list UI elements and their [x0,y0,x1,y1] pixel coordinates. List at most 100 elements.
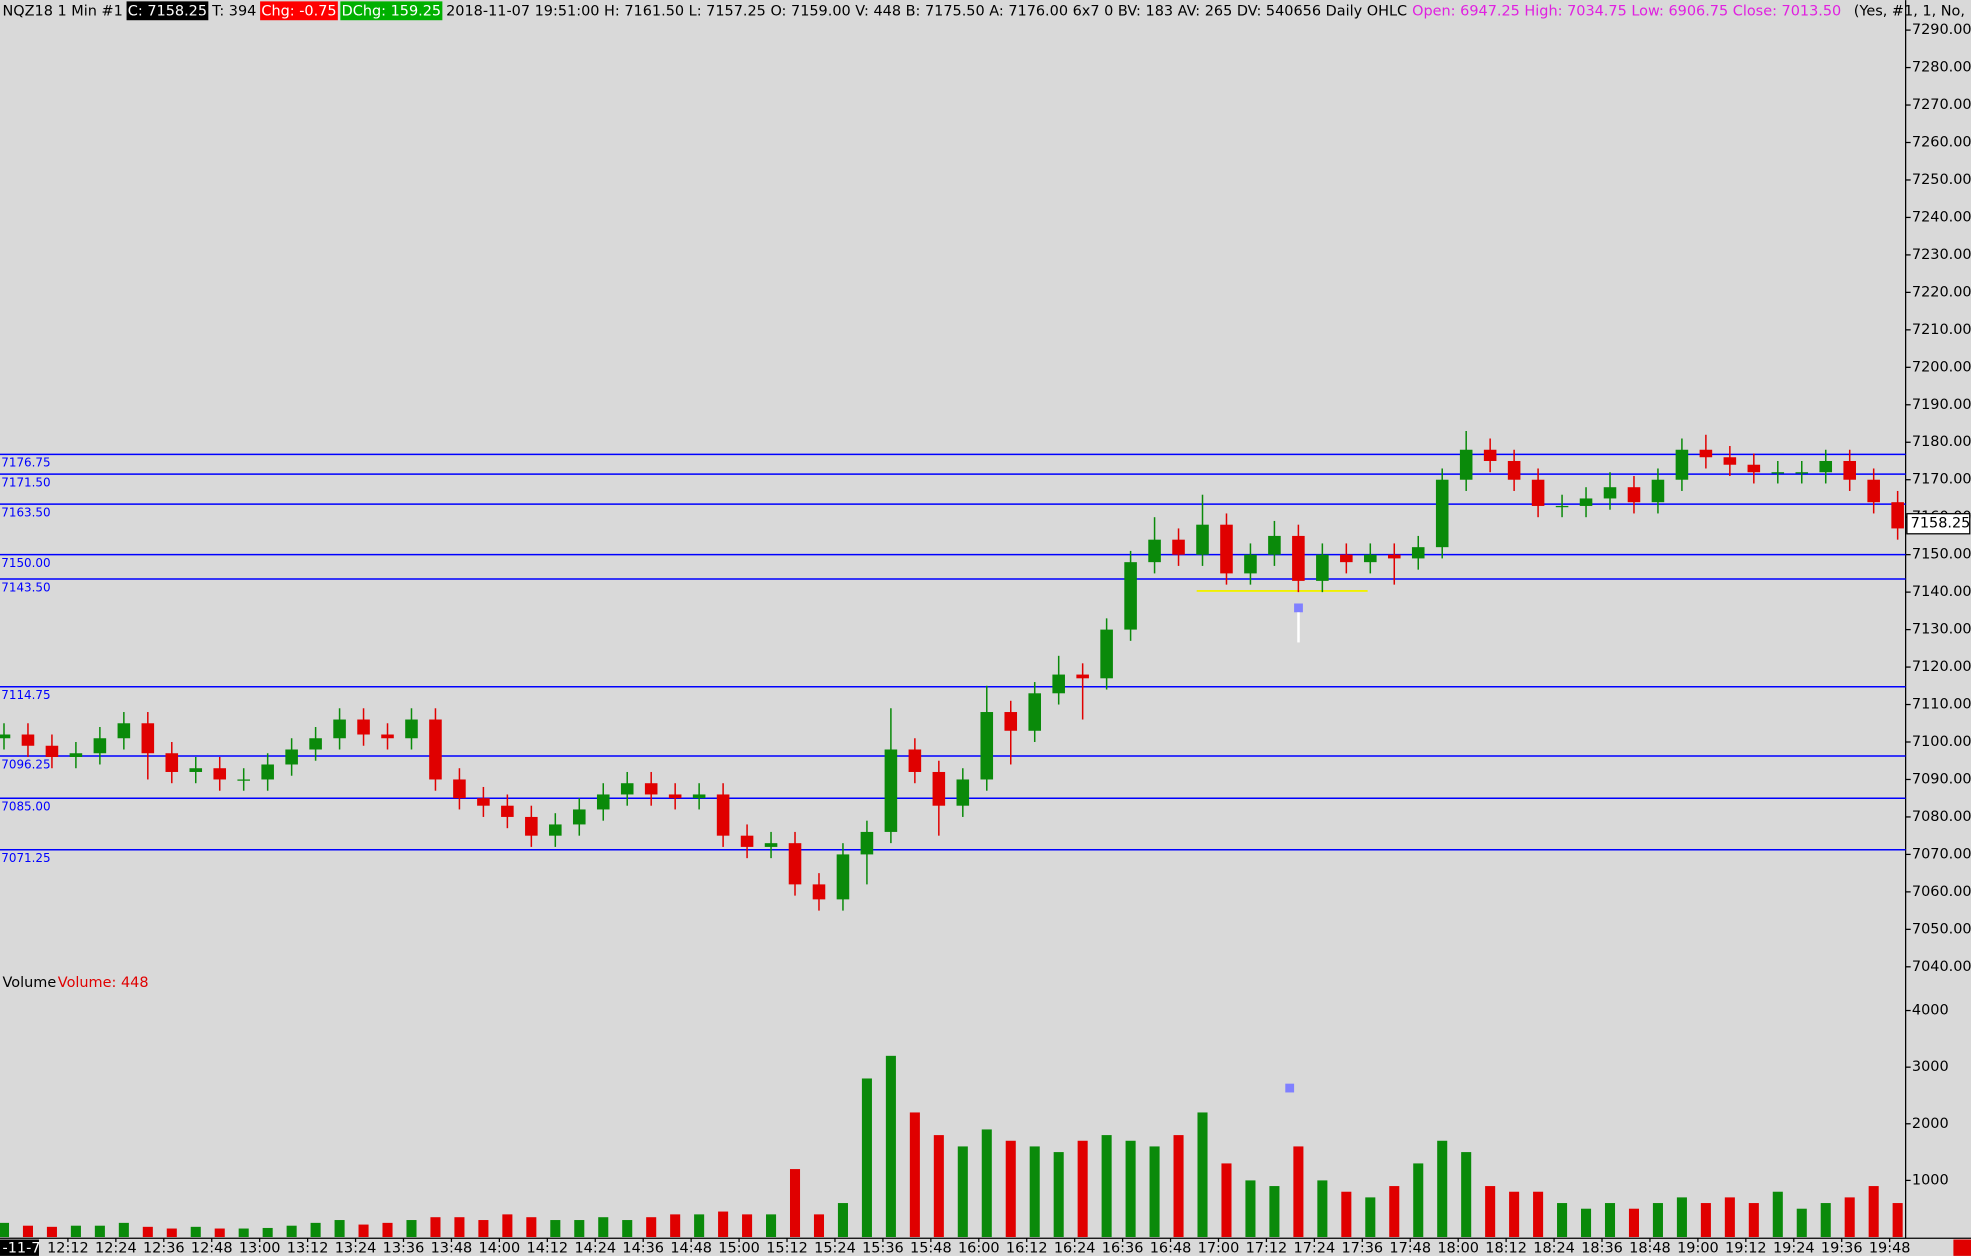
volume-bar [1485,1186,1496,1238]
candle-body [525,816,538,836]
x-tick-label: 14:00 [479,1240,521,1256]
candle-body [956,779,970,806]
candle-body [620,783,634,795]
volume-bar [622,1220,633,1238]
volume-bar [478,1220,489,1238]
candle-body [357,719,370,735]
candle-body [1675,449,1689,480]
y2-tick-label: 4000 [1912,1003,1949,1019]
volume-bar [1796,1208,1807,1238]
candle-body [477,798,490,806]
volume-bar [1413,1163,1424,1238]
candle-body [980,712,994,780]
volume-bar [837,1203,848,1238]
x-tick-label: 16:24 [1054,1240,1096,1256]
y-tick-label: 7040.00 [1912,959,1971,975]
y-tick-label: 7120.00 [1912,659,1971,675]
candle-body [1172,539,1185,555]
candle-body [1028,693,1042,731]
x-tick-label: 16:12 [1006,1240,1048,1256]
volume-bar [1724,1197,1735,1238]
candle-body [1579,498,1593,506]
volume-bar [1317,1180,1328,1238]
volume-bar [1293,1146,1304,1238]
volume-bar [1581,1208,1592,1238]
x-tick-label: 18:12 [1485,1240,1527,1256]
volume-bar [1557,1203,1568,1238]
candle-body [1124,562,1137,630]
header-badge [126,1,209,21]
candle-body [836,854,850,900]
candle-body [1771,472,1785,474]
candle-body [1627,487,1641,503]
volume-bar [1053,1152,1064,1238]
candle-body [429,719,442,780]
volume-bar [166,1228,177,1238]
level-label: 7171.50 [1,475,50,489]
volume-bar [1604,1203,1616,1238]
level-label: 7176.75 [1,456,50,470]
y-tick-label: 7140.00 [1912,584,1971,600]
volume-bar [262,1227,273,1238]
volume-title: Volume [3,975,57,991]
volume-bar [526,1217,537,1238]
candle-body [572,809,586,825]
volume-bar [1748,1203,1759,1238]
volume-bar [1700,1203,1711,1238]
candle-body [1100,629,1113,679]
x-tick-label: 13:36 [383,1240,425,1256]
x-tick-label: 15:48 [910,1240,952,1256]
x-tick-label: 19:24 [1773,1240,1815,1256]
volume-bar [406,1220,417,1238]
candle-body [1004,712,1018,731]
y-tick-label: 7190.00 [1912,397,1971,413]
candle-body [668,794,682,799]
candle-body [644,783,658,795]
volume-bar [1772,1191,1783,1238]
volume-bar [1365,1197,1376,1238]
level-label: 7163.50 [1,505,50,519]
candle-body [716,794,730,836]
volume-bar [1125,1140,1136,1238]
volume-bar [789,1169,801,1238]
candle-body [1340,554,1353,563]
y-tick-label: 7070.00 [1912,846,1971,862]
x-tick-label: 13:12 [287,1240,329,1256]
x-tick-label: 17:24 [1294,1240,1336,1256]
x-tick-label: 12:12 [47,1240,89,1256]
candle-body [1268,535,1281,555]
x-tick-label: 16:36 [1102,1240,1144,1256]
y-tick-label: 7210.00 [1912,322,1971,338]
candle-body [1292,535,1305,581]
candle-body [141,723,155,754]
volume-bar [1005,1140,1016,1238]
candle-body [1507,460,1521,480]
volume-bar [1389,1186,1400,1238]
header-text: NQZ18 1 Min #1 [3,3,123,19]
candle-body [884,749,898,832]
candle-body [405,719,418,739]
volume-bar [909,1112,920,1238]
candle-body [1747,464,1761,473]
candle-body [1843,460,1856,480]
volume-label: Volume: 448 [58,975,149,991]
volume-bar [1868,1186,1879,1238]
candle-body [764,843,778,847]
candle-body [1723,457,1737,465]
header-text: 2018-11-07 19:51:00 H: 7161.50 L: 7157.2… [446,3,1407,19]
volume-bar [1341,1191,1352,1238]
candle-body [333,719,346,739]
candle-body [596,794,610,810]
candle-body [908,749,922,772]
candle-body [1459,449,1473,480]
volume-bar [1197,1112,1208,1238]
y-tick-label: 7290.00 [1912,22,1971,38]
last-price-label: 7158.25 [1911,516,1971,532]
volume-bar [430,1217,441,1238]
candle-body [1364,554,1377,563]
x-tick-label: 18:00 [1437,1240,1479,1256]
corner-box [1953,1239,1971,1256]
volume-bar [598,1217,609,1238]
volume-bar [1437,1140,1448,1238]
candle-body [1387,554,1401,559]
